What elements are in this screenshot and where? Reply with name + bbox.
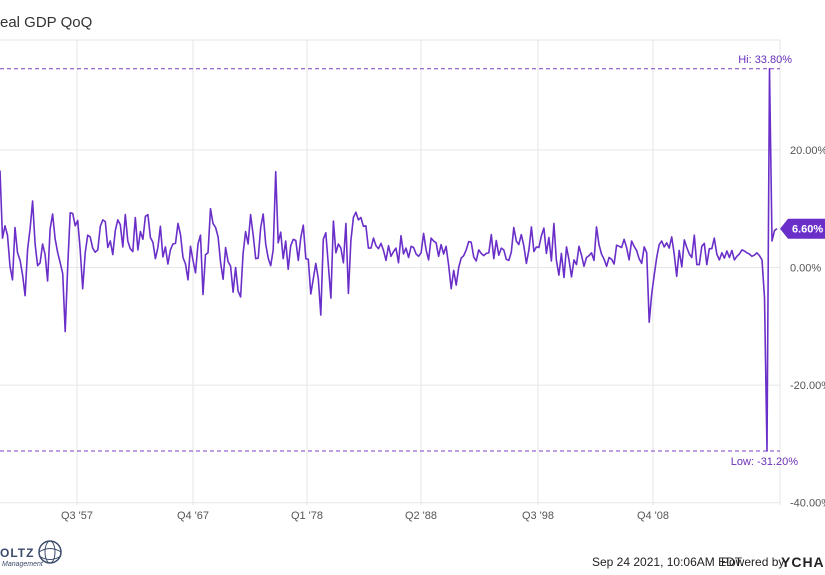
- gdp-series-line: [0, 68, 778, 452]
- x-tick-label-1: Q4 '67: [177, 510, 209, 522]
- globe-icon: [38, 540, 62, 564]
- logo-text: OLTZ: [0, 546, 34, 560]
- last-value-badge: 6.60%: [780, 218, 825, 239]
- x-tick-label-2: Q1 '78: [291, 510, 323, 522]
- footer-timestamp: Sep 24 2021, 10:06AM EDT.: [592, 555, 744, 569]
- y-axis-ticks: 20.00% 0.00% -20.00% -40.00%: [790, 145, 825, 510]
- footer-powered-by: Powered by: [721, 555, 784, 569]
- x-tick-label-4: Q3 '98: [522, 510, 554, 522]
- low-label: Low: -31.20%: [731, 456, 798, 468]
- y-tick-label-3: -40.00%: [790, 498, 825, 510]
- footer-brand: YCHA: [781, 554, 825, 570]
- x-tick-label-0: Q3 '57: [61, 510, 93, 522]
- high-label: Hi: 33.80%: [738, 54, 792, 66]
- last-value-badge-shape: [780, 218, 825, 239]
- last-value-text: 6.60%: [792, 224, 823, 236]
- x-tick-label-5: Q4 '08: [637, 510, 669, 522]
- y-tick-label-0: 20.00%: [790, 145, 825, 157]
- y-tick-label-1: 0.00%: [790, 263, 821, 275]
- x-tick-label-3: Q2 '88: [405, 510, 437, 522]
- chart-title: eal GDP QoQ: [0, 14, 92, 31]
- company-logo: OLTZ Management: [0, 540, 62, 568]
- x-axis-ticks: Q3 '57 Q4 '67 Q1 '78 Q2 '88 Q3 '98 Q4 '08: [61, 510, 669, 522]
- y-tick-label-2: -20.00%: [790, 380, 825, 392]
- grid: [0, 39, 781, 505]
- logo-subtext: Management: [2, 561, 44, 568]
